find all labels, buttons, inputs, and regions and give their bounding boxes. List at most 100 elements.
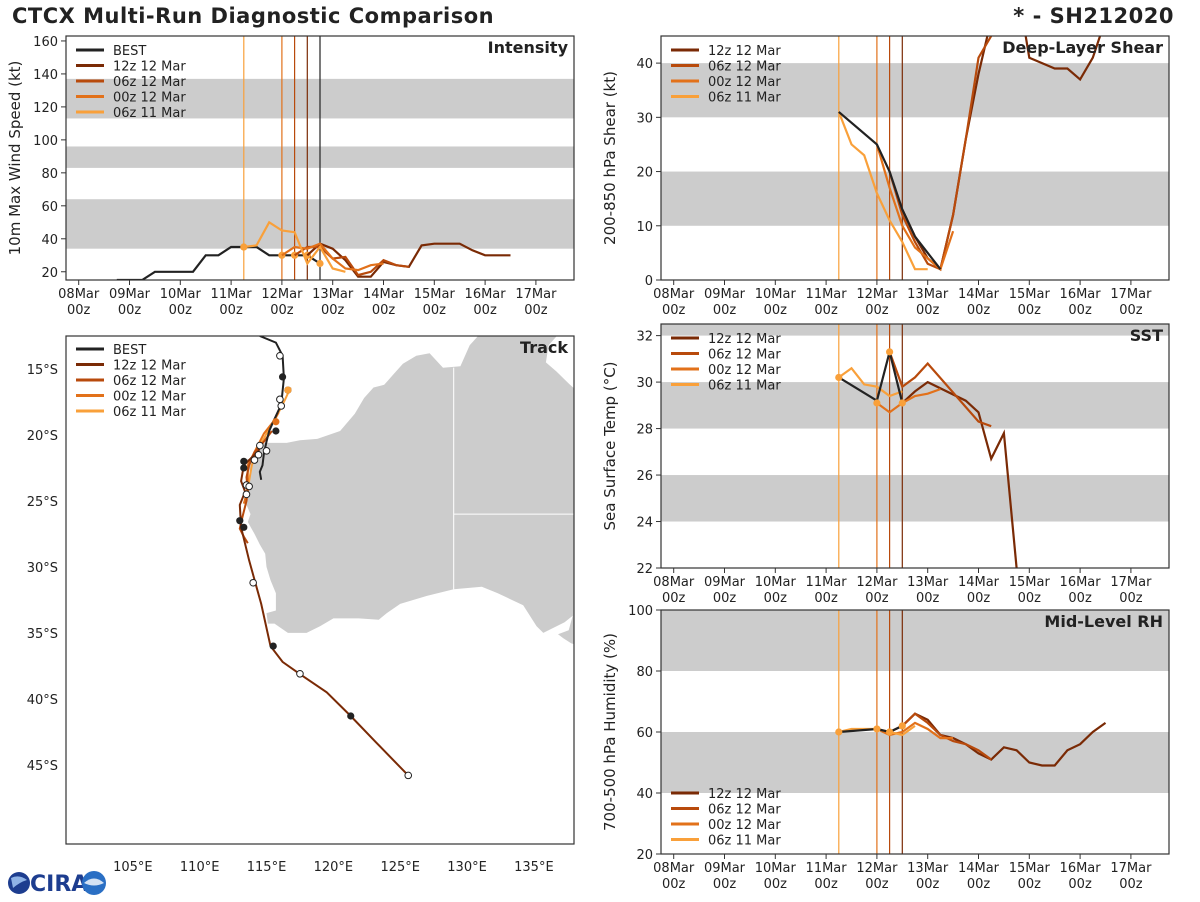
x-tick-label: 00z [662,303,686,318]
x-tick-label: 08Mar [653,575,695,590]
island [479,321,488,328]
legend-label: 12z 12 Mar [708,332,781,347]
data-point [835,373,843,382]
x-tick-label: 00z [219,303,243,318]
track-point-open [276,351,284,360]
x-tick-label: 12Mar [856,575,898,590]
legend-label: 06z 12 Mar [113,374,186,389]
y-tick-label: 28 [636,423,653,438]
legend-label: 06z 12 Mar [708,803,781,818]
x-tick-label: 09Mar [109,287,151,302]
panel-title: Deep-Layer Shear [1002,38,1163,57]
x-tick-label: 00z [662,591,686,606]
x-tick-label: 00z [67,303,91,318]
legend-label: 00z 12 Mar [708,363,781,378]
x-tick-label: 09Mar [704,575,746,590]
series-line [888,351,992,428]
series-line [838,724,903,734]
legend-label: 00z 12 Mar [113,91,186,106]
x-tick-label: 15Mar [414,287,456,302]
x-tick-label: 00z [916,877,940,892]
x-tick-label: 12Mar [856,861,898,876]
x-tick-label: 10Mar [755,861,797,876]
data-point [898,722,906,730]
x-tick-label: 09Mar [704,287,746,302]
track-point-open [254,450,263,459]
x-tick-label: 08Mar [58,287,100,302]
data-point [316,259,324,268]
x-tick-label: 16Mar [465,287,507,302]
x-tick-label: 10Mar [160,287,202,302]
y-tick-label: 20°S [27,429,58,444]
legend-label: 00z 12 Mar [708,818,781,833]
x-tick-label: 00z [814,877,838,892]
figure-title: CTCX Multi-Run Diagnostic Comparison [12,4,495,28]
x-tick-label: 08Mar [653,287,695,302]
x-tick-label: 14Mar [958,575,1000,590]
x-tick-label: 10Mar [755,287,797,302]
legend-label: 06z 11 Mar [708,379,781,394]
data-point [873,399,881,407]
plot-frame [65,335,575,845]
y-tick-label: 80 [636,665,653,680]
shade-band [661,732,1169,793]
x-tick-label: 17Mar [515,287,557,302]
legend-label: 06z 12 Mar [708,348,781,363]
plot-frame [660,323,1170,569]
cira-logo: CIRA [4,868,114,902]
y-tick-label: 30 [636,376,653,391]
x-tick-label: 115°E [247,860,287,875]
series-line [837,111,928,271]
y-axis-label: Sea Surface Temp (°C) [601,361,619,530]
shade-band [661,475,1169,522]
x-tick-label: 00z [916,303,940,318]
track-point-start [272,418,280,426]
x-tick-label: 00z [713,591,737,606]
track-point-filled [278,373,287,381]
y-tick-label: 20 [636,166,653,181]
x-tick-label: 00z [764,591,788,606]
x-tick-label: 11Mar [806,287,848,302]
series-line [838,351,904,404]
track-point-filled [236,517,244,525]
series-line [876,388,941,414]
y-axis-label: 700-500 hPa Humidity (%) [601,633,619,831]
y-tick-label: 10 [636,220,653,235]
series-line [901,380,1018,568]
track-point-filled [269,642,277,650]
series-line [281,242,384,272]
shade-band [661,171,1169,226]
x-tick-label: 00z [372,303,396,318]
x-tick-label: 00z [814,591,838,606]
x-tick-label: 00z [1119,303,1143,318]
x-tick-label: 16Mar [1060,861,1102,876]
x-tick-label: 00z [423,303,447,318]
y-tick-label: 100 [33,134,58,149]
x-tick-label: 00z [967,877,991,892]
x-tick-label: 15Mar [1009,575,1051,590]
legend-label: 00z 12 Mar [113,390,186,405]
legend-label: 06z 11 Mar [113,405,186,420]
x-tick-label: 12Mar [261,287,303,302]
track-point-open [245,482,253,491]
legend-label: 06z 11 Mar [708,834,781,849]
y-tick-label: 40°S [27,693,58,708]
x-tick-label: 00z [270,303,294,318]
series-line [116,245,321,280]
track-point-open [249,578,257,587]
y-tick-label: 0 [645,274,653,289]
data-point [886,348,894,356]
panel-track: 105°E 110°E 115°E 120°E 125°E 130°E 135°E 15°S 2… [27,321,575,875]
panel-mid-level-rh: 2040608010008Mar00z09Mar00z10Mar00z11Mar… [601,604,1170,892]
y-tick-label: 80 [41,167,58,182]
x-tick-label: 15Mar [1009,287,1051,302]
data-point [873,725,881,733]
data-point [240,243,248,251]
x-tick-label: 11Mar [211,287,253,302]
track-point-filled [240,464,248,472]
y-tick-label: 30 [636,111,653,126]
x-tick-label: 17Mar [1110,287,1152,302]
x-tick-label: 125°E [380,860,420,875]
x-tick-label: 00z [967,591,991,606]
x-tick-label: 00z [1068,303,1092,318]
